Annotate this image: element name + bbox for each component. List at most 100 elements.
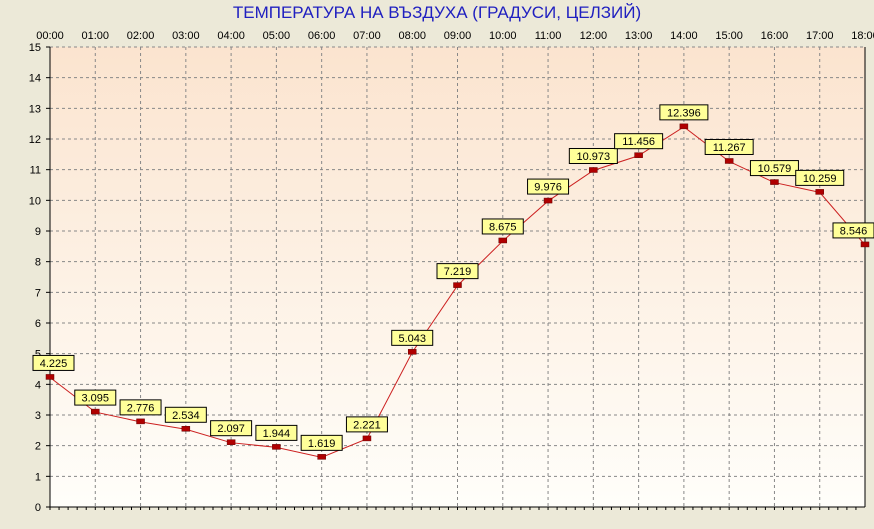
data-point [407, 349, 417, 355]
data-label: 11.267 [704, 138, 754, 155]
y-tick-label: 14 [29, 73, 41, 85]
data-label-box [300, 434, 343, 451]
data-label-box [255, 424, 298, 441]
data-label-box [32, 354, 75, 371]
data-label: 2.221 [345, 416, 388, 433]
y-tick-label: 4 [35, 379, 41, 391]
data-point [181, 426, 191, 432]
data-label: 7.219 [436, 263, 479, 280]
data-label-box [164, 406, 207, 423]
data-label-text: 10.259 [803, 173, 837, 185]
y-tick-label: 9 [35, 226, 41, 238]
data-point [634, 152, 643, 158]
y-tick-label: 10 [29, 195, 41, 207]
data-label-box [614, 133, 664, 150]
data-label: 1.619 [300, 434, 343, 451]
y-tick-label: 6 [35, 318, 41, 330]
data-label-box [795, 169, 845, 186]
data-label-box [832, 222, 874, 239]
data-label-text: 8.546 [840, 225, 868, 237]
x-tick-label: 06:00 [308, 30, 336, 42]
y-tick-label: 8 [35, 257, 41, 269]
data-label: 5.043 [391, 329, 434, 346]
y-tick-label: 13 [29, 103, 41, 115]
data-label-text: 4.225 [40, 358, 68, 370]
data-label-box [527, 178, 570, 195]
data-label-box [568, 147, 618, 164]
data-label: 1.944 [255, 424, 298, 441]
data-point [724, 158, 734, 164]
data-point [453, 282, 462, 288]
data-label: 2.534 [164, 406, 207, 423]
x-tick-label: 04:00 [217, 30, 245, 42]
y-tick-label: 11 [30, 165, 41, 177]
x-tick-label: 14:00 [670, 30, 698, 42]
data-label-text: 10.973 [577, 151, 611, 163]
x-tick-label: 18:00 [851, 30, 874, 42]
data-label-text: 1.944 [263, 428, 291, 440]
x-tick-label: 05:00 [263, 30, 291, 42]
data-label-box [119, 399, 162, 416]
x-tick-label: 15:00 [715, 30, 743, 42]
x-tick-label: 16:00 [761, 30, 789, 42]
data-label-text: 12.396 [667, 107, 701, 119]
y-tick-label: 2 [35, 441, 41, 453]
data-point [91, 408, 100, 415]
data-label-text: 10.579 [758, 163, 792, 175]
data-label: 8.675 [481, 218, 524, 235]
data-label: 10.579 [749, 160, 799, 177]
x-tick-labels: 00:00 01:00 02:00 03:00 04:00 05:00 06:00 07:00… [36, 30, 874, 510]
x-tick-label: 02:00 [127, 30, 155, 42]
data-label-text: 7.219 [444, 266, 472, 278]
data-label: 11.456 [614, 133, 664, 150]
data-point [317, 454, 326, 460]
x-tick-label: 11:00 [535, 30, 562, 42]
data-labels-group: 4.225 3.095 2.776 2.534 2.097 1.944 1.619 2.221… [32, 104, 874, 451]
x-tick-label: 12:00 [580, 30, 608, 42]
x-tick-label: 03:00 [172, 30, 200, 42]
x-tick-label: 07:00 [353, 30, 381, 42]
data-label: 3.095 [74, 389, 117, 406]
data-label-box [210, 420, 253, 437]
data-point [45, 374, 55, 380]
data-point [815, 189, 824, 195]
data-point [226, 439, 236, 445]
data-label: 8.546 [832, 222, 874, 239]
data-label-box [436, 263, 479, 280]
data-label-text: 2.097 [217, 423, 245, 435]
data-label-box [481, 218, 524, 235]
data-label-box [74, 389, 117, 406]
data-label-text: 2.776 [127, 402, 155, 414]
data-label: 9.976 [527, 178, 570, 195]
data-point [770, 179, 779, 185]
data-label: 2.776 [119, 399, 162, 416]
data-point [589, 167, 598, 173]
data-label: 10.973 [568, 147, 618, 164]
y-tick-label: 15 [29, 42, 41, 54]
data-label-text: 9.976 [534, 182, 562, 194]
y-tick-label: 12 [29, 134, 41, 146]
data-label-box [659, 104, 709, 121]
y-tick-label: 1 [35, 471, 41, 483]
y-tick-label: 7 [35, 287, 41, 299]
y-tick-label: 5 [35, 349, 41, 361]
data-label: 4.225 [32, 354, 75, 371]
x-tick-label: 13:00 [625, 30, 653, 42]
data-label-text: 5.043 [398, 333, 426, 345]
data-label-text: 1.619 [308, 438, 336, 450]
x-tick-label: 17:00 [806, 30, 834, 42]
data-label-box [749, 160, 799, 177]
y-tick-label: 3 [35, 410, 41, 422]
markers-group [45, 123, 870, 460]
x-tick-label: 01:00 [82, 30, 110, 42]
data-label-text: 2.221 [353, 419, 381, 431]
data-point [498, 237, 508, 244]
data-point [543, 197, 553, 204]
data-point [860, 241, 870, 248]
data-label-text: 2.534 [172, 410, 200, 422]
x-tick-label: 10:00 [489, 30, 517, 42]
data-label: 10.259 [795, 169, 845, 186]
